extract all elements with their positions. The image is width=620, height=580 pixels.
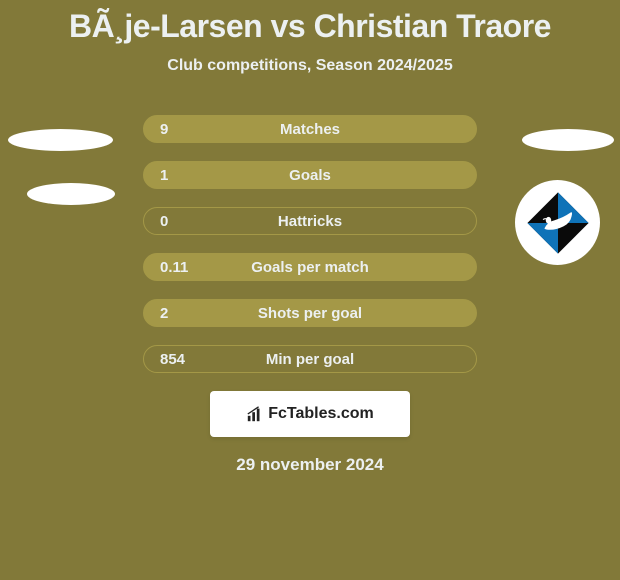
stat-row-goals: 1 Goals [143,161,477,189]
brand-badge: FcTables.com [210,391,410,437]
club-badge-icon [524,189,592,257]
stat-row-hattricks: 0 Hattricks [143,207,477,235]
right-player-decor [522,129,614,151]
stat-rows: 9 Matches 1 Goals 0 Hattricks 0.11 Goals… [143,115,477,373]
stat-label: Hattricks [144,213,476,230]
stat-label: Goals [144,167,476,184]
page-subtitle: Club competitions, Season 2024/2025 [0,57,620,75]
stat-row-gpm: 0.11 Goals per match [143,253,477,281]
club-badge [515,180,600,265]
stat-row-mpg: 854 Min per goal [143,345,477,373]
brand-text: FcTables.com [268,405,374,423]
stats-area: 9 Matches 1 Goals 0 Hattricks 0.11 Goals… [0,115,620,475]
page-title: BÃ¸je-Larsen vs Christian Traore [0,0,620,45]
infographic-container: BÃ¸je-Larsen vs Christian Traore Club co… [0,0,620,580]
footer-date: 29 november 2024 [0,455,620,475]
chart-icon [246,405,264,423]
stat-row-matches: 9 Matches [143,115,477,143]
stat-label: Shots per goal [144,305,476,322]
left-player-decor-2 [27,183,115,205]
left-player-decor-1 [8,129,113,151]
stat-label: Goals per match [144,259,476,276]
stat-label: Min per goal [144,351,476,368]
stat-label: Matches [144,121,476,138]
stat-row-spg: 2 Shots per goal [143,299,477,327]
